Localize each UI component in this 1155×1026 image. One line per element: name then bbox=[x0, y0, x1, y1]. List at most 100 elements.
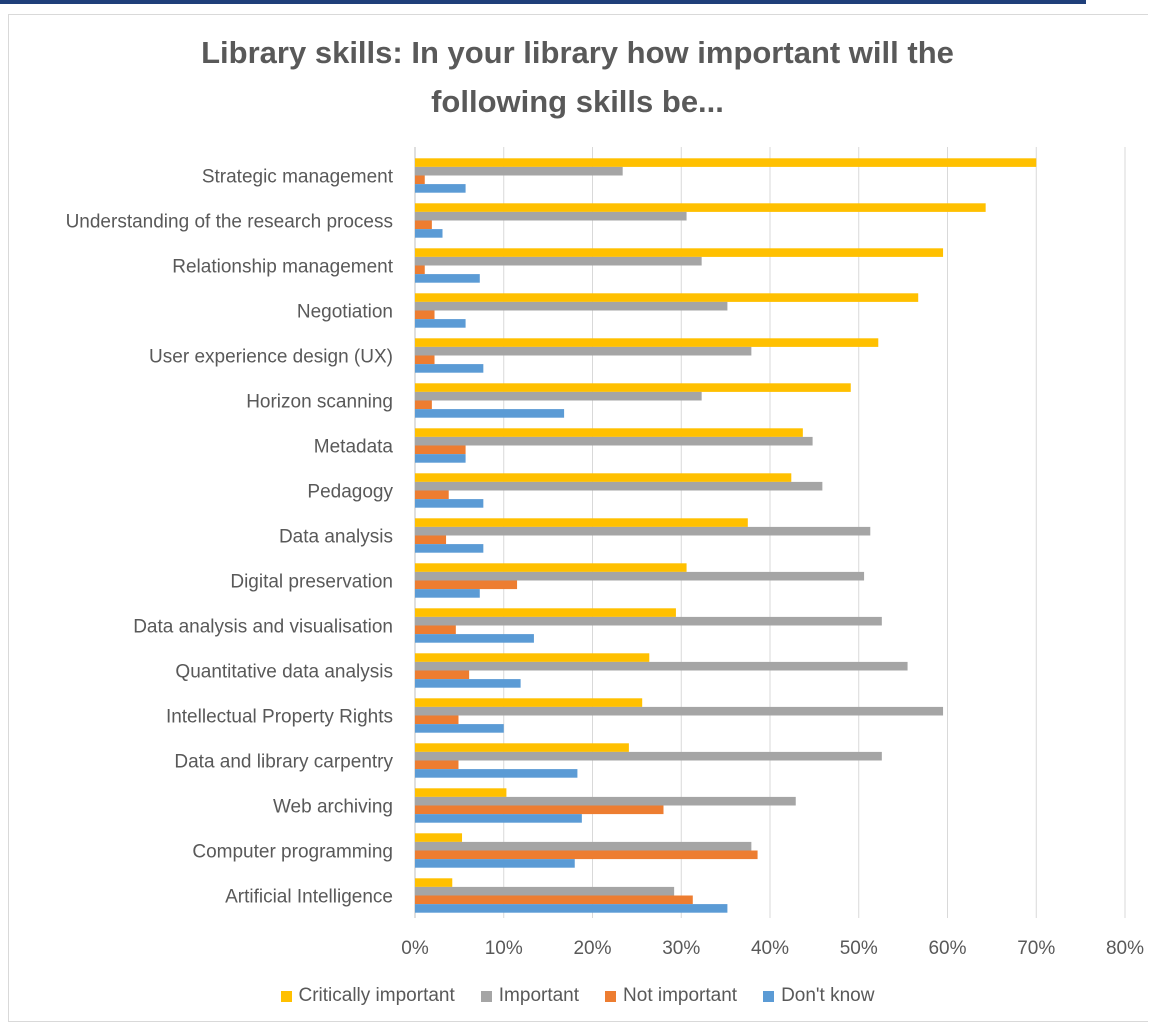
bar-critically-important-pedagogy bbox=[415, 473, 792, 482]
bar-not-important-data-and-library-carpentry bbox=[415, 760, 459, 770]
bar-don-t-know-negotiation bbox=[415, 319, 466, 328]
bar-critically-important-horizon-scanning bbox=[415, 383, 851, 392]
x-tick-label: 10% bbox=[485, 938, 523, 959]
category-label-artificial-intelligence: Artificial Intelligence bbox=[225, 887, 393, 908]
chart-title: Library skills: In your library how impo… bbox=[0, 28, 1155, 126]
bar-critically-important-strategic-management bbox=[415, 158, 1037, 167]
x-tick-label: 80% bbox=[1106, 938, 1144, 959]
chart-title-line-1: Library skills: In your library how impo… bbox=[201, 35, 954, 70]
x-tick-label: 40% bbox=[751, 938, 789, 959]
bar-not-important-quantitative-data-analysis bbox=[415, 670, 470, 680]
bar-critically-important-digital-preservation bbox=[415, 563, 687, 572]
bar-not-important-web-archiving bbox=[415, 805, 664, 815]
bar-critically-important-intellectual-property-rights bbox=[415, 698, 643, 707]
category-label-horizon-scanning: Horizon scanning bbox=[246, 392, 393, 413]
bar-important-strategic-management bbox=[415, 166, 623, 176]
bar-not-important-understanding-of-the-research-process bbox=[415, 220, 432, 230]
bar-critically-important-understanding-of-the-research-process bbox=[415, 203, 986, 212]
chart-legend: Critically important Important Not importa… bbox=[0, 985, 1155, 1007]
category-label-data-and-library-carpentry: Data and library carpentry bbox=[174, 752, 393, 773]
bar-don-t-know-understanding-of-the-research-process bbox=[415, 229, 443, 238]
bar-important-computer-programming bbox=[415, 841, 752, 851]
legend-item-not-important: Not important bbox=[605, 985, 737, 1007]
bar-critically-important-user-experience-design-ux bbox=[415, 338, 879, 347]
bar-important-understanding-of-the-research-process bbox=[415, 211, 687, 221]
legend-swatch bbox=[280, 990, 292, 1002]
bar-don-t-know-artificial-intelligence bbox=[415, 904, 728, 913]
bar-important-data-analysis-and-visualisation bbox=[415, 616, 882, 626]
bar-important-user-experience-design-ux bbox=[415, 346, 752, 356]
bar-critically-important-quantitative-data-analysis bbox=[415, 653, 650, 662]
x-tick-label: 50% bbox=[840, 938, 878, 959]
bar-critically-important-data-and-library-carpentry bbox=[415, 743, 629, 752]
legend-label: Not important bbox=[623, 985, 738, 1006]
bar-not-important-user-experience-design-ux bbox=[415, 355, 435, 365]
bar-critically-important-negotiation bbox=[415, 293, 919, 302]
bar-don-t-know-intellectual-property-rights bbox=[415, 724, 504, 733]
x-tick-label: 30% bbox=[662, 938, 700, 959]
x-tick-label: 20% bbox=[573, 938, 611, 959]
bar-important-web-archiving bbox=[415, 796, 796, 806]
bar-don-t-know-computer-programming bbox=[415, 859, 575, 868]
category-label-data-analysis: Data analysis bbox=[279, 527, 393, 548]
bar-don-t-know-relationship-management bbox=[415, 274, 480, 283]
bar-important-negotiation bbox=[415, 301, 728, 311]
legend-swatch bbox=[480, 990, 492, 1002]
bar-not-important-artificial-intelligence bbox=[415, 895, 693, 905]
bar-not-important-strategic-management bbox=[415, 175, 425, 185]
bar-important-relationship-management bbox=[415, 256, 702, 266]
bar-don-t-know-pedagogy bbox=[415, 499, 484, 508]
category-label-metadata: Metadata bbox=[314, 437, 394, 458]
bar-don-t-know-data-analysis-and-visualisation bbox=[415, 634, 534, 643]
bar-don-t-know-data-and-library-carpentry bbox=[415, 769, 578, 778]
bar-don-t-know-horizon-scanning bbox=[415, 409, 565, 418]
legend-swatch bbox=[763, 990, 775, 1002]
category-label-relationship-management: Relationship management bbox=[172, 257, 393, 278]
x-tick-label: 0% bbox=[401, 938, 429, 959]
bar-don-t-know-digital-preservation bbox=[415, 589, 480, 598]
bar-not-important-data-analysis bbox=[415, 535, 447, 545]
chart-frame bbox=[8, 14, 1148, 1022]
category-label-digital-preservation: Digital preservation bbox=[230, 572, 393, 593]
bar-important-intellectual-property-rights bbox=[415, 706, 944, 716]
legend-item-critically-important: Critically important bbox=[280, 985, 455, 1007]
bar-important-artificial-intelligence bbox=[415, 886, 675, 896]
bar-not-important-pedagogy bbox=[415, 490, 449, 500]
bar-not-important-data-analysis-and-visualisation bbox=[415, 625, 456, 635]
bar-critically-important-relationship-management bbox=[415, 248, 944, 257]
bar-critically-important-computer-programming bbox=[415, 833, 463, 842]
bar-don-t-know-strategic-management bbox=[415, 184, 466, 193]
bar-important-data-and-library-carpentry bbox=[415, 751, 882, 761]
bar-critically-important-artificial-intelligence bbox=[415, 878, 453, 887]
bar-not-important-relationship-management bbox=[415, 265, 425, 275]
category-label-pedagogy: Pedagogy bbox=[307, 482, 393, 503]
bar-don-t-know-user-experience-design-ux bbox=[415, 364, 484, 373]
legend-swatch bbox=[605, 990, 617, 1002]
bar-important-pedagogy bbox=[415, 481, 823, 491]
x-tick-label: 60% bbox=[928, 938, 966, 959]
bar-don-t-know-data-analysis bbox=[415, 544, 484, 553]
legend-item-important: Important bbox=[480, 985, 580, 1007]
bar-important-data-analysis bbox=[415, 526, 871, 536]
category-label-quantitative-data-analysis: Quantitative data analysis bbox=[175, 662, 393, 683]
category-label-understanding-of-the-research-process: Understanding of the research process bbox=[66, 212, 393, 233]
category-label-computer-programming: Computer programming bbox=[192, 842, 393, 863]
bar-don-t-know-web-archiving bbox=[415, 814, 582, 823]
x-tick-label: 70% bbox=[1017, 938, 1055, 959]
category-label-negotiation: Negotiation bbox=[297, 302, 393, 323]
bar-important-horizon-scanning bbox=[415, 391, 702, 401]
top-border-line bbox=[0, 0, 1086, 4]
legend-label: Critically important bbox=[298, 985, 455, 1006]
legend-label: Important bbox=[498, 985, 580, 1006]
bar-not-important-digital-preservation bbox=[415, 580, 518, 590]
bar-important-quantitative-data-analysis bbox=[415, 661, 908, 671]
chart-title-line-2: following skills be... bbox=[431, 84, 724, 119]
bar-critically-important-web-archiving bbox=[415, 788, 507, 797]
bar-critically-important-data-analysis bbox=[415, 518, 748, 527]
category-label-user-experience-design-ux: User experience design (UX) bbox=[149, 347, 393, 368]
legend-label: Don't know bbox=[781, 985, 875, 1006]
bar-not-important-intellectual-property-rights bbox=[415, 715, 459, 725]
bar-important-metadata bbox=[415, 436, 813, 446]
category-label-web-archiving: Web archiving bbox=[273, 797, 393, 818]
